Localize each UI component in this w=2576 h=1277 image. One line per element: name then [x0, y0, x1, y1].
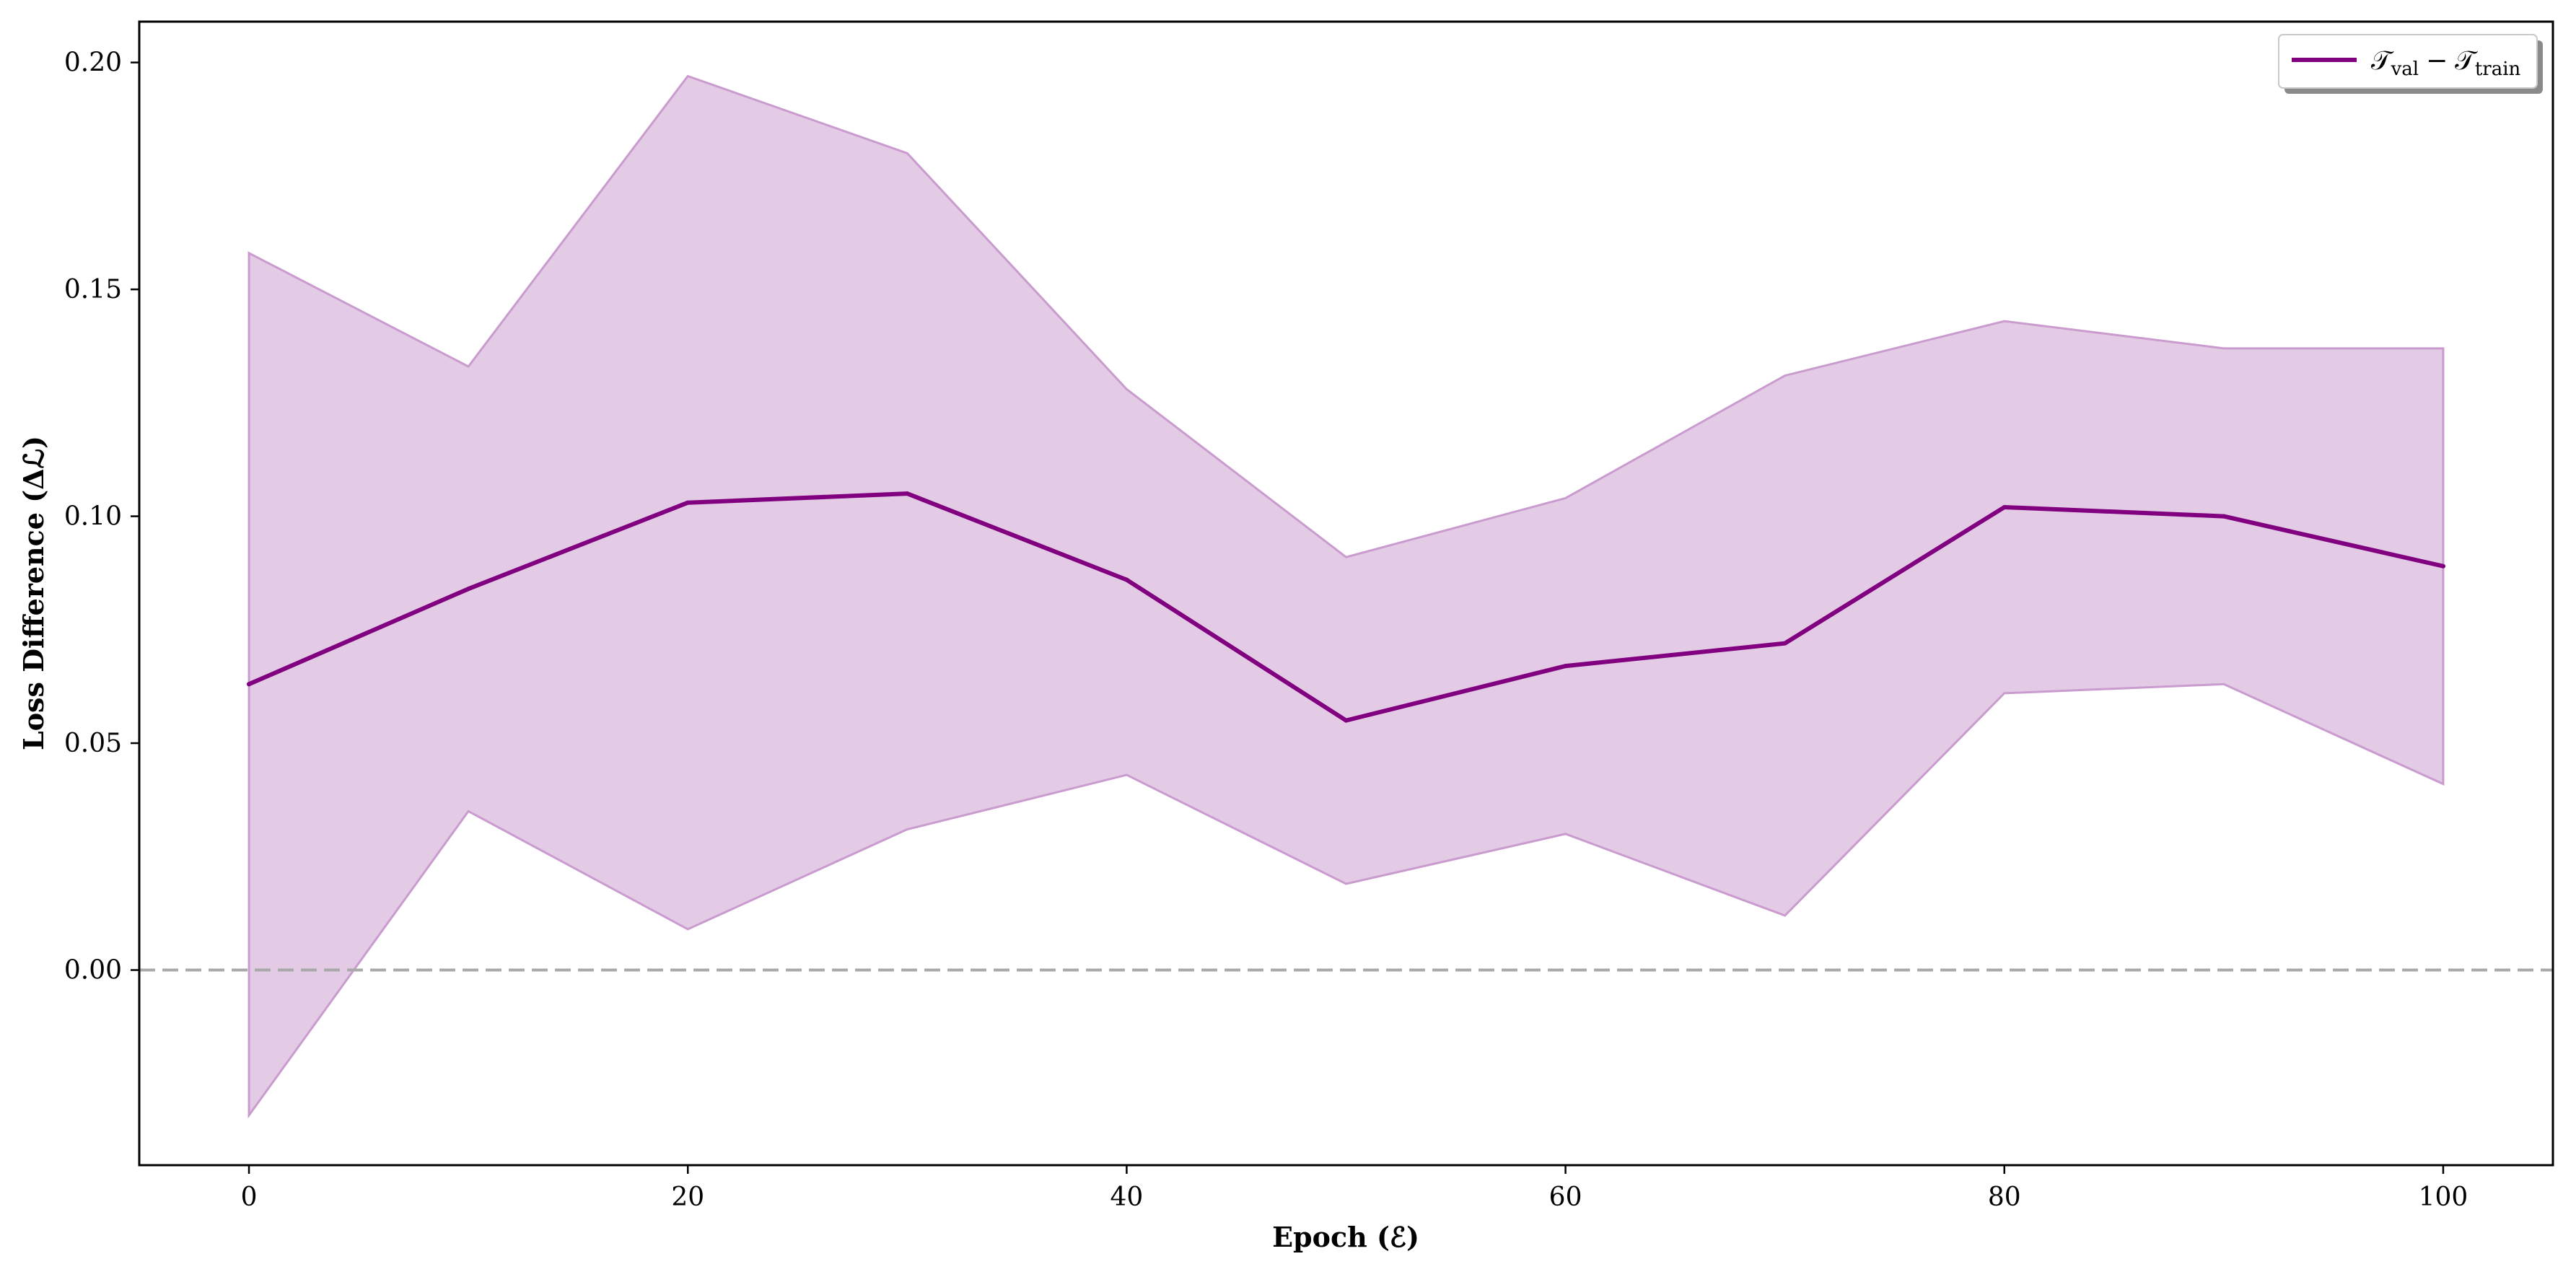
y-tick-label: 0.20	[64, 48, 122, 78]
y-ticks: 0.00 0.05 0.10 0.15 0.20	[64, 48, 139, 986]
x-tick-label: 40	[1110, 1182, 1144, 1212]
x-tick-label: 0	[241, 1182, 258, 1212]
x-ticks: 0 20 40 60 80 100	[241, 1165, 2468, 1212]
data-point	[905, 491, 910, 496]
data-point	[1563, 664, 1568, 669]
legend-entry: 𝒯val − 𝒯train	[2371, 46, 2521, 80]
y-tick-label: 0.15	[64, 275, 122, 304]
data-point	[2002, 504, 2007, 509]
data-point	[2221, 514, 2226, 519]
data-point	[2440, 563, 2445, 569]
plot-frame	[138, 20, 2554, 1167]
x-tick-label: 20	[671, 1182, 704, 1212]
confidence-band	[247, 74, 2445, 1119]
data-point	[247, 682, 252, 687]
data-point	[466, 587, 471, 592]
confidence-band-layer	[247, 74, 2445, 1119]
data-point	[1344, 718, 1349, 723]
y-tick-label: 0.05	[64, 729, 122, 758]
data-point	[1782, 641, 1787, 646]
y-axis-label: Loss Difference (Δℒ)	[17, 436, 50, 750]
legend-box	[2278, 34, 2538, 89]
x-axis-label: Epoch (ℰ)	[1272, 1221, 1419, 1253]
x-tick-label: 100	[2419, 1182, 2468, 1212]
y-tick-label: 0.10	[64, 502, 122, 532]
legend: 𝒯val − 𝒯train	[2278, 34, 2543, 94]
x-tick-label: 80	[1988, 1182, 2021, 1212]
data-point	[1124, 577, 1129, 582]
y-tick-label: 0.00	[64, 956, 122, 986]
series-line-layer	[247, 491, 2445, 723]
data-point	[685, 500, 691, 505]
x-tick-label: 60	[1549, 1182, 1582, 1212]
